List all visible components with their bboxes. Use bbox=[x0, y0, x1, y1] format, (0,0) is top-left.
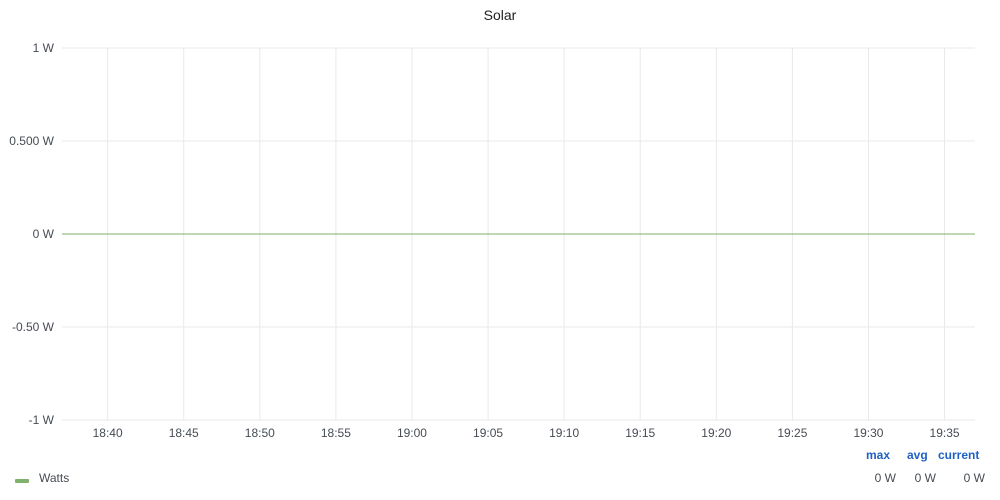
y-tick-label: -0.50 W bbox=[12, 320, 55, 334]
x-tick-label: 19:35 bbox=[930, 426, 960, 440]
legend-value-max: 0 W bbox=[874, 471, 896, 485]
legend-value-current: 0 W bbox=[963, 471, 985, 485]
x-tick-label: 19:15 bbox=[625, 426, 655, 440]
legend-header-current[interactable]: current bbox=[938, 448, 980, 462]
legend-header-avg[interactable]: avg bbox=[907, 448, 928, 462]
y-tick-label: 0.500 W bbox=[9, 134, 54, 148]
x-tick-label: 19:00 bbox=[397, 426, 427, 440]
legend-item-watts[interactable]: Watts 0 W 0 W 0 W bbox=[0, 471, 1000, 487]
x-tick-label: 18:55 bbox=[321, 426, 351, 440]
x-tick-label: 18:45 bbox=[169, 426, 199, 440]
chart-plot: 1 W 0.500 W 0 W -0.50 W -1 W 18:40 18:45 18:50 1… bbox=[9, 41, 975, 440]
legend-value-avg: 0 W bbox=[914, 471, 936, 485]
chart-title: Solar bbox=[483, 7, 517, 23]
y-tick-label: -1 W bbox=[29, 413, 55, 427]
y-tick-label: 1 W bbox=[33, 41, 55, 55]
legend-swatch[interactable] bbox=[15, 479, 29, 483]
x-tick-label: 19:25 bbox=[777, 426, 807, 440]
y-tick-label: 0 W bbox=[33, 227, 55, 241]
x-tick-label: 19:30 bbox=[853, 426, 883, 440]
legend-header-max[interactable]: max bbox=[866, 448, 891, 462]
x-tick-label: 19:10 bbox=[549, 426, 579, 440]
x-tick-label: 18:40 bbox=[93, 426, 123, 440]
x-tick-label: 19:20 bbox=[701, 426, 731, 440]
x-tick-label: 18:50 bbox=[245, 426, 275, 440]
x-tick-label: 19:05 bbox=[473, 426, 503, 440]
legend-series-name[interactable]: Watts bbox=[39, 471, 70, 485]
legend: max avg current Watts 0 W 0 W 0 W bbox=[0, 444, 1000, 500]
